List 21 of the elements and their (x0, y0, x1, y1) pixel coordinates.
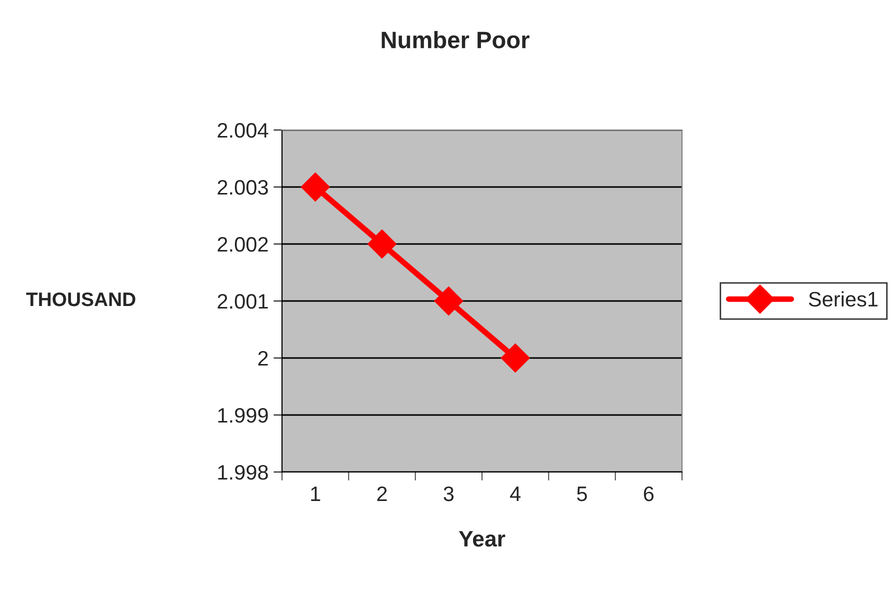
y-tick-label: 2.002 (218, 237, 268, 252)
y-tick-label: 1.998 (218, 465, 268, 480)
x-tick-label: 6 (644, 486, 654, 502)
point (500, 344, 530, 372)
y-tick-label: 2.004 (218, 123, 268, 138)
y-tick-label: 2 (258, 351, 268, 366)
x-tick-label: 3 (444, 486, 454, 502)
y-tick-label: 2.001 (218, 294, 268, 309)
x-axis-title: Year (458, 531, 506, 547)
x-tick-label: 5 (577, 486, 587, 502)
y-axis-title: THOUSAND (26, 292, 136, 306)
point (300, 172, 330, 202)
point (368, 230, 396, 258)
y-tick-label: 1.999 (218, 408, 268, 423)
y-tick-label: 2.003 (218, 180, 268, 195)
chart-title: Number Poor (382, 30, 530, 48)
x-tick-label: 2 (377, 486, 387, 501)
legend-label: Series1 (808, 291, 878, 307)
x-tick-label: 4 (510, 486, 521, 501)
x-tick-label: 1 (311, 486, 320, 501)
point (434, 286, 464, 316)
